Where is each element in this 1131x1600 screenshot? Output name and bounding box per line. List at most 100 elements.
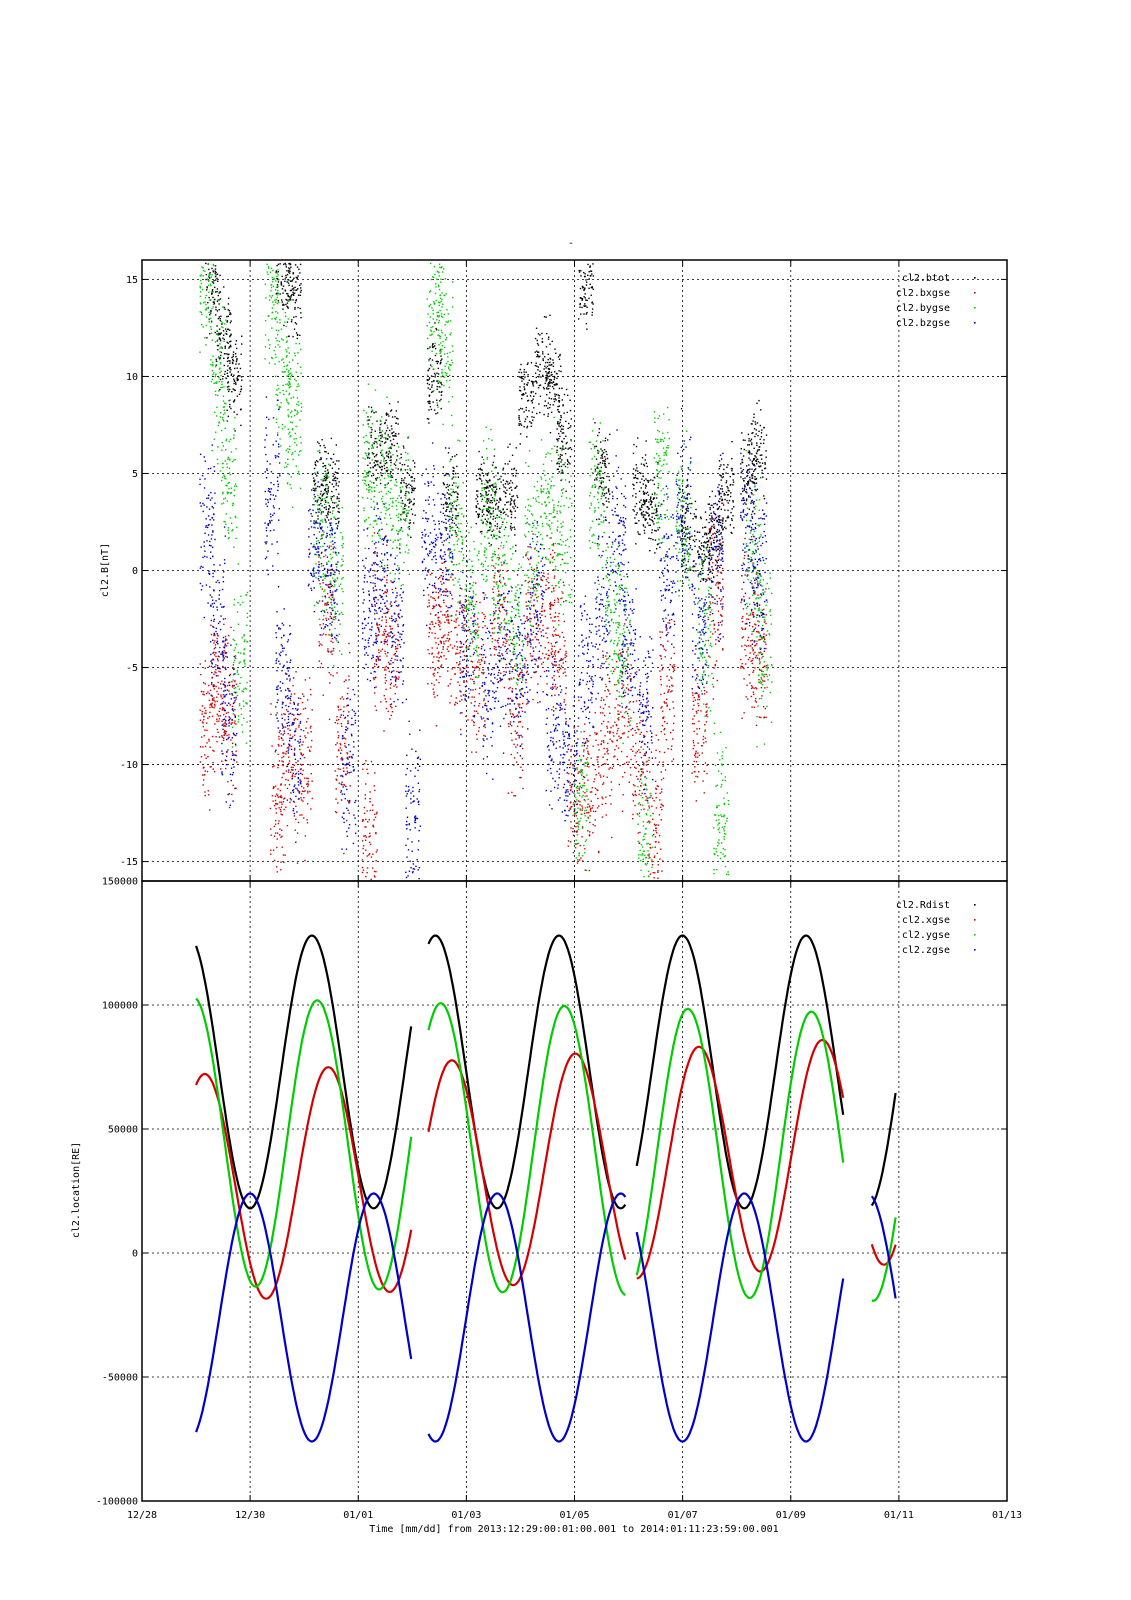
data-point xyxy=(328,596,330,599)
data-point xyxy=(673,715,676,717)
data-point xyxy=(481,659,483,662)
data-point xyxy=(367,821,369,823)
data-point xyxy=(228,388,231,391)
data-point xyxy=(347,722,350,724)
data-point xyxy=(232,351,235,353)
data-point xyxy=(590,286,593,289)
data-point xyxy=(545,556,547,559)
data-point xyxy=(288,296,291,298)
data-point xyxy=(394,684,397,686)
data-point xyxy=(747,433,750,436)
data-point xyxy=(645,705,647,707)
data-point xyxy=(646,797,648,799)
data-point xyxy=(429,364,432,366)
data-point xyxy=(761,462,764,464)
data-point xyxy=(730,467,733,470)
data-point xyxy=(455,453,458,456)
data-point xyxy=(377,460,379,462)
data-point xyxy=(221,709,224,711)
data-point xyxy=(575,822,578,824)
data-point xyxy=(560,424,563,427)
data-point xyxy=(276,278,279,280)
data-point xyxy=(681,537,683,540)
data-point xyxy=(374,772,376,774)
data-point xyxy=(436,385,438,388)
data-point xyxy=(457,486,459,489)
data-point xyxy=(742,468,745,471)
data-point xyxy=(281,796,283,799)
data-point xyxy=(605,685,608,688)
data-point xyxy=(228,734,230,736)
data-point xyxy=(605,814,607,816)
data-point xyxy=(621,683,623,685)
data-point xyxy=(536,633,538,636)
data-point xyxy=(398,676,400,678)
data-point xyxy=(375,454,377,457)
data-point xyxy=(299,284,301,287)
data-point xyxy=(483,617,486,620)
data-point xyxy=(434,614,437,616)
data-point xyxy=(722,452,724,455)
data-point xyxy=(231,793,233,796)
data-point xyxy=(576,843,579,845)
data-point xyxy=(743,499,745,501)
data-point xyxy=(709,536,711,539)
data-point xyxy=(652,833,655,836)
data-point xyxy=(566,441,568,444)
data-point xyxy=(214,671,216,673)
data-point xyxy=(753,463,755,466)
data-point xyxy=(390,474,393,477)
data-point xyxy=(318,496,320,499)
data-point xyxy=(645,462,648,465)
data-point xyxy=(437,592,440,594)
data-point xyxy=(561,659,563,661)
data-point xyxy=(378,439,381,442)
data-point xyxy=(586,739,588,742)
data-point xyxy=(545,653,547,655)
data-point xyxy=(443,483,445,486)
data-point xyxy=(665,625,668,627)
data-point xyxy=(643,529,646,532)
data-point xyxy=(561,448,564,450)
data-point xyxy=(461,646,463,648)
data-point xyxy=(292,287,295,289)
data-point xyxy=(389,436,391,438)
data-point xyxy=(448,515,450,518)
data-point xyxy=(335,482,338,484)
data-point xyxy=(361,820,364,822)
data-point xyxy=(331,650,333,652)
data-point xyxy=(535,327,538,329)
data-point xyxy=(532,625,534,628)
data-point xyxy=(748,440,750,442)
data-point xyxy=(316,441,319,443)
data-point xyxy=(374,440,376,443)
data-point xyxy=(603,460,605,462)
data-point xyxy=(718,492,720,495)
data-point xyxy=(673,620,676,623)
data-point xyxy=(450,576,452,578)
data-point xyxy=(339,698,342,700)
data-point xyxy=(611,836,613,839)
data-point xyxy=(531,659,534,661)
data-point xyxy=(494,517,497,520)
data-point xyxy=(478,515,480,518)
data-point xyxy=(386,470,388,473)
data-point xyxy=(336,715,338,718)
data-point xyxy=(755,460,757,462)
data-point xyxy=(337,472,339,474)
data-point xyxy=(302,708,305,710)
data-point xyxy=(295,332,298,334)
data-point xyxy=(304,679,307,681)
data-point xyxy=(433,672,435,675)
data-point xyxy=(290,766,293,769)
data-point xyxy=(632,483,634,486)
data-point xyxy=(451,456,454,458)
data-point xyxy=(337,517,339,520)
data-point xyxy=(632,734,634,736)
data-point xyxy=(540,631,542,633)
data-point xyxy=(525,605,528,607)
data-point xyxy=(438,657,440,659)
data-point xyxy=(587,779,589,781)
data-point xyxy=(323,555,325,558)
data-point xyxy=(381,434,383,436)
